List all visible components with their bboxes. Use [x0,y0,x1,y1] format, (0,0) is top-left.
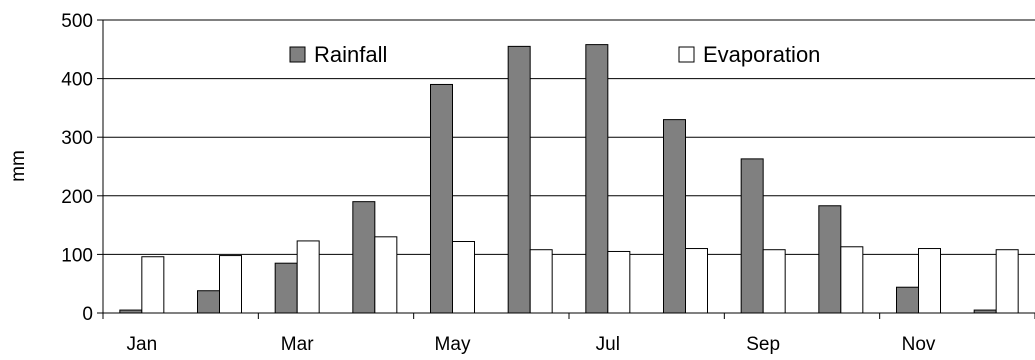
evaporation-bar-jan [141,256,165,314]
evaporation-bar-nov [918,248,941,314]
evaporation-bar-apr [374,236,398,314]
y-tick-label: 200 [61,187,93,208]
evaporation-bar-sep [762,249,786,314]
x-tick-label: May [435,334,471,355]
rainfall-bar-aug [663,119,686,314]
rainfall-bar-mar [274,262,298,314]
y-axis-title: mm [8,150,29,182]
evaporation-bar-aug [685,248,708,314]
x-tick-label: Sep [746,334,780,355]
legend-swatch-rainfall [289,46,306,63]
y-tick-label: 100 [61,245,93,266]
x-tick-label: Nov [902,334,936,355]
y-tick-label: 500 [61,11,93,32]
x-tick-label: Jul [596,334,620,355]
legend-swatch-evaporation [678,46,695,63]
rainfall-bar-may [430,83,453,314]
evaporation-bar-dec [995,249,1019,314]
bars [119,44,1019,314]
y-tick-label: 300 [61,128,93,149]
y-tick-label: 400 [61,70,93,91]
x-tick-label: Jan [127,334,158,355]
gridlines [103,19,1035,255]
rainfall-bar-apr [352,201,376,314]
evaporation-bar-may [452,241,475,314]
tick-labels: 0 100 200 300 400 500 Jan Mar May Jul Sep Nov [61,11,936,355]
x-tick-label: Mar [281,334,314,355]
legend: Rainfall Evaporation [289,42,820,67]
rainfall-bar-jul [585,44,609,314]
rainfall-bar-jun [507,45,531,314]
evaporation-bar-mar [296,240,320,314]
evaporation-bar-jul [607,250,631,314]
rainfall-bar-sep [740,158,764,314]
evaporation-bar-jun [529,249,553,314]
legend-label-rainfall: Rainfall [314,42,387,67]
rainfall-bar-nov [896,286,919,314]
axes [97,19,1035,319]
rainfall-bar-oct [818,205,842,314]
rainfall-bar-feb [197,290,220,314]
evaporation-bar-feb [219,255,242,314]
evaporation-bar-oct [840,246,864,314]
y-tick-label: 0 [82,304,93,325]
legend-label-evaporation: Evaporation [703,42,820,67]
